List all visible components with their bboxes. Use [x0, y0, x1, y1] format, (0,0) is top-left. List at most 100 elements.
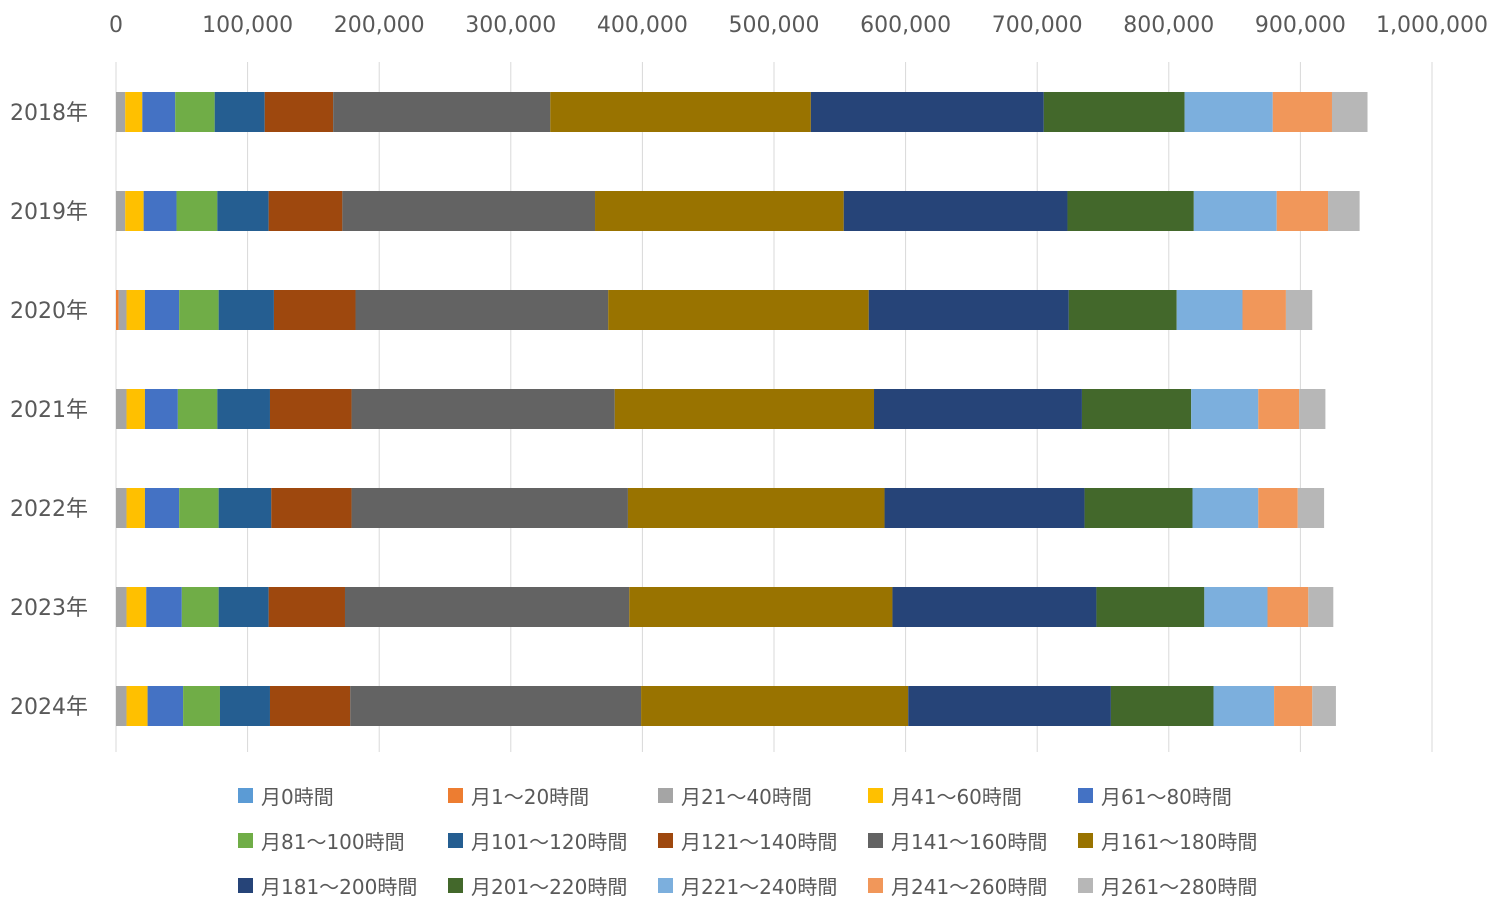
bar-segment	[1193, 191, 1277, 231]
bar-segment	[116, 191, 126, 231]
bar-segment	[908, 686, 1111, 726]
legend-label: 月181～200時間	[261, 874, 418, 899]
legend-label: 月21～40時間	[681, 784, 812, 809]
bar-segment	[810, 92, 1044, 132]
bar-segment	[144, 488, 180, 528]
legend-item: 月141～160時間	[868, 825, 1047, 855]
bar-segment	[147, 686, 184, 726]
bar-segment	[269, 389, 352, 429]
bar-segment	[629, 587, 893, 627]
bar-segment	[146, 587, 182, 627]
legend-swatch	[1078, 832, 1093, 848]
bar-segment	[1184, 92, 1273, 132]
legend-swatch	[1078, 877, 1093, 893]
bar-segment	[269, 686, 351, 726]
bar-segment	[116, 290, 119, 330]
bar-segment	[175, 92, 215, 132]
bar-segment	[1276, 191, 1329, 231]
legend-item: 月161～180時間	[1078, 825, 1257, 855]
legend-swatch	[448, 877, 463, 893]
bar-segment	[179, 488, 219, 528]
x-axis-ticks: 0 100,000 200,000 300,000 400,000 500,000 600,…	[109, 13, 1488, 38]
bar-segment	[181, 587, 219, 627]
bar-segment	[271, 488, 352, 528]
bar-segment	[1274, 686, 1313, 726]
bar-segment	[884, 488, 1085, 528]
bar-segment	[342, 191, 596, 231]
bar-segment	[1191, 389, 1259, 429]
bar-segment	[351, 389, 615, 429]
legend-label: 月121～140時間	[681, 829, 838, 854]
bar-segment	[126, 488, 145, 528]
legend-item: 月261～280時間	[1078, 870, 1257, 900]
legend-swatch	[658, 832, 673, 848]
bar-segment	[355, 290, 609, 330]
legend-label: 月201～220時間	[471, 874, 628, 899]
bar-segment	[177, 389, 218, 429]
category-label: 2024年	[10, 695, 88, 720]
bar-segment	[143, 191, 177, 231]
bar-segment	[1110, 686, 1214, 726]
legend-label: 月0時間	[261, 784, 334, 809]
bar-segment	[116, 587, 127, 627]
bar-segment	[614, 389, 875, 429]
legend-label: 月41～60時間	[891, 784, 1022, 809]
bar-segment	[218, 290, 274, 330]
legend-label: 月221～240時間	[681, 874, 838, 899]
bar-segment	[268, 587, 345, 627]
legend-item: 月121～140時間	[658, 825, 837, 855]
bar-segment	[1067, 191, 1194, 231]
bar-segment	[1299, 389, 1326, 429]
bar-segment	[217, 389, 270, 429]
bar-segment	[126, 686, 148, 726]
bar-segment	[550, 92, 811, 132]
category-label: 2018年	[10, 101, 88, 126]
legend-swatch	[448, 787, 463, 803]
legend-item: 月61～80時間	[1078, 780, 1232, 810]
bar-segment	[116, 92, 126, 132]
legend-swatch	[658, 787, 673, 803]
legend-item: 月1～20時間	[448, 780, 589, 810]
bar-segment	[868, 290, 1069, 330]
legend-item: 月21～40時間	[658, 780, 812, 810]
legend-label: 月241～260時間	[891, 874, 1048, 899]
bar-segment	[1068, 290, 1177, 330]
legend-label: 月81～100時間	[261, 829, 405, 854]
bar-segment	[217, 191, 269, 231]
bar-segment	[268, 191, 343, 231]
bar-segment	[1312, 686, 1336, 726]
bar-segment	[1308, 587, 1334, 627]
bar-segment	[1176, 290, 1243, 330]
bar-segment	[126, 389, 145, 429]
bar-segment	[1084, 488, 1193, 528]
bar-segment	[1285, 290, 1313, 330]
category-label: 2020年	[10, 299, 88, 324]
chart-plot: 0 100,000 200,000 300,000 400,000 500,000 600,…	[10, 13, 1488, 752]
legend-label: 月1～20時間	[471, 784, 590, 809]
bar-segment	[627, 488, 885, 528]
legend-swatch	[238, 787, 253, 803]
bar-segment	[333, 92, 551, 132]
bar-segment	[874, 389, 1082, 429]
bar-segment	[179, 290, 219, 330]
x-tick-label: 1,000,000	[1376, 13, 1488, 38]
bar-segment	[1096, 587, 1205, 627]
bar-segment	[1297, 488, 1325, 528]
legend-item: 月241～260時間	[868, 870, 1047, 900]
legend-item: 月41～60時間	[868, 780, 1022, 810]
bar-segment	[116, 389, 127, 429]
bar-segment	[1192, 488, 1259, 528]
legend-swatch	[658, 877, 673, 893]
bar-segment	[1258, 488, 1298, 528]
x-tick-label: 600,000	[860, 13, 951, 38]
category-label: 2021年	[10, 398, 88, 423]
bar-segment	[1272, 92, 1332, 132]
legend-swatch	[238, 877, 253, 893]
legend-label: 月261～280時間	[1101, 874, 1258, 899]
y-axis-categories: 2018年 2019年 2020年 2021年 2022年 2023年 2024年	[10, 101, 88, 720]
category-label: 2019年	[10, 200, 88, 225]
bar-segment	[1331, 92, 1368, 132]
legend-item: 月201～220時間	[448, 870, 627, 900]
bar-segment	[219, 686, 270, 726]
bar-segment	[843, 191, 1068, 231]
